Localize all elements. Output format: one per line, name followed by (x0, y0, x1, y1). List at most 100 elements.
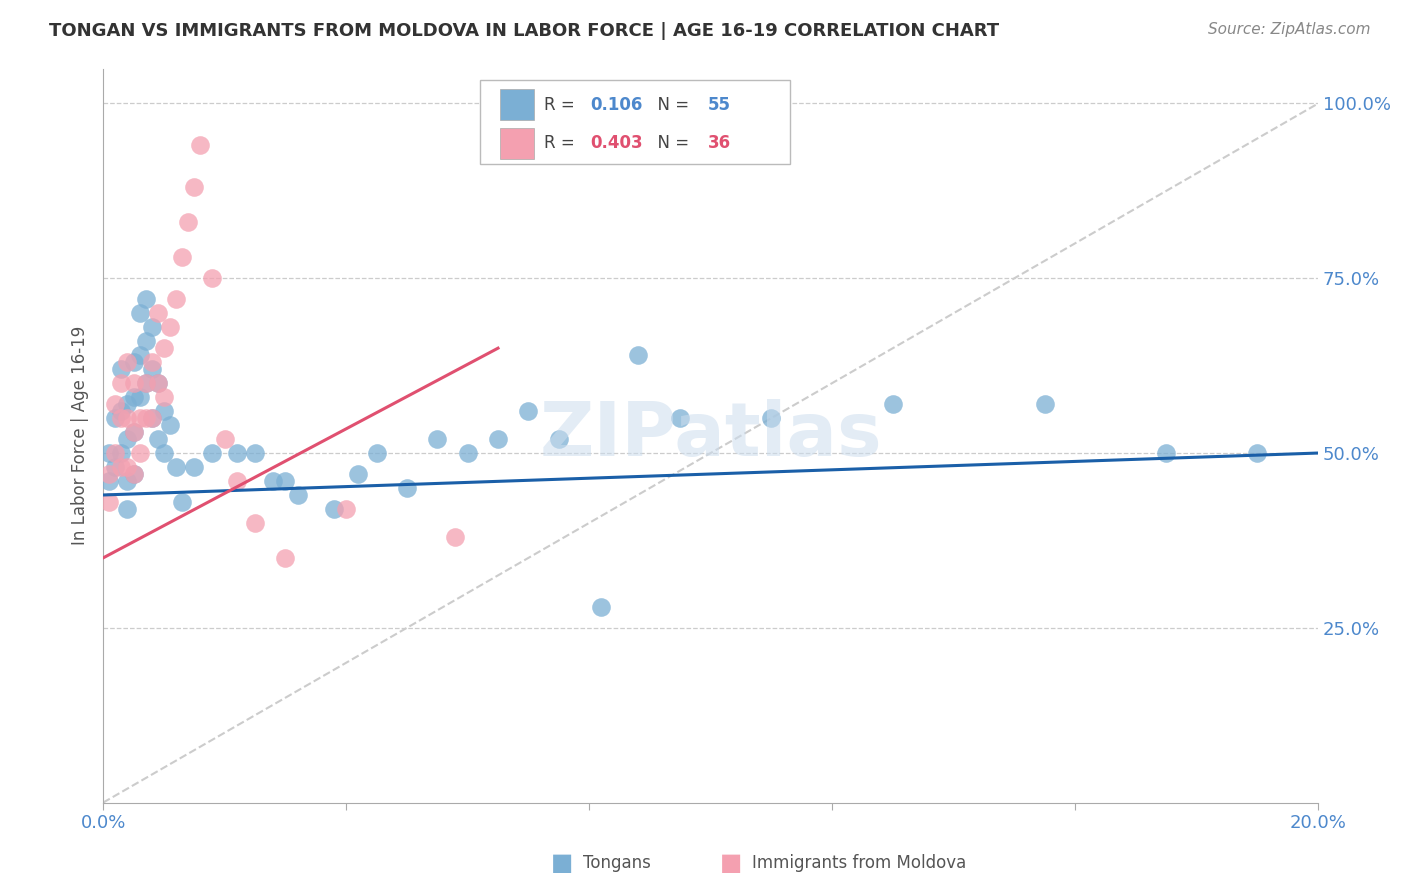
Point (117, 397, 139, 411)
Text: 0.106: 0.106 (591, 95, 643, 114)
Point (177, 215, 200, 229)
Point (517, 404, 540, 418)
Point (110, 411, 132, 425)
Point (104, 460, 127, 475)
FancyBboxPatch shape (479, 79, 790, 164)
Point (165, 292, 187, 306)
Point (98, 467, 121, 481)
Point (128, 411, 150, 425)
Point (146, 376, 169, 391)
Point (128, 306, 150, 320)
Text: ■: ■ (720, 852, 742, 875)
Point (128, 348, 150, 362)
FancyBboxPatch shape (501, 89, 534, 120)
Point (135, 376, 157, 391)
Point (117, 474, 139, 488)
Point (135, 376, 157, 391)
Point (117, 460, 139, 475)
Text: ■: ■ (551, 852, 574, 875)
Point (426, 432, 449, 446)
Point (165, 460, 187, 475)
FancyBboxPatch shape (501, 128, 534, 159)
Point (146, 306, 169, 320)
Point (117, 411, 139, 425)
Text: 55: 55 (709, 95, 731, 114)
Point (335, 502, 357, 516)
Point (627, 348, 650, 362)
Text: N =: N = (647, 95, 695, 114)
Point (135, 411, 157, 425)
Point (201, 271, 224, 285)
Point (117, 502, 139, 516)
Point (159, 320, 181, 334)
Text: Source: ZipAtlas.com: Source: ZipAtlas.com (1208, 22, 1371, 37)
Point (98, 474, 121, 488)
Point (274, 550, 297, 565)
Point (1154, 446, 1177, 460)
Point (122, 467, 145, 481)
Point (262, 474, 284, 488)
Point (243, 446, 266, 460)
Point (141, 411, 163, 425)
Point (159, 418, 181, 433)
Point (141, 355, 163, 369)
Point (225, 446, 247, 460)
Point (146, 432, 169, 446)
Point (274, 474, 297, 488)
Text: 36: 36 (709, 135, 731, 153)
Point (98, 446, 121, 460)
Point (110, 460, 132, 475)
Point (117, 432, 139, 446)
Point (104, 411, 127, 425)
Point (395, 481, 418, 495)
Point (172, 250, 194, 264)
Point (153, 446, 176, 460)
Point (1033, 397, 1056, 411)
Text: TONGAN VS IMMIGRANTS FROM MOLDOVA IN LABOR FORCE | AGE 16-19 CORRELATION CHART: TONGAN VS IMMIGRANTS FROM MOLDOVA IN LAB… (49, 22, 1000, 40)
Point (128, 446, 150, 460)
Point (188, 138, 211, 153)
Point (122, 355, 145, 369)
Point (323, 502, 346, 516)
Point (547, 432, 569, 446)
Point (104, 397, 127, 411)
Point (153, 404, 176, 418)
Text: R =: R = (544, 135, 581, 153)
Point (183, 460, 205, 475)
Point (153, 390, 176, 404)
Point (117, 355, 139, 369)
Point (110, 362, 132, 376)
Y-axis label: In Labor Force | Age 16-19: In Labor Force | Age 16-19 (72, 326, 89, 545)
Point (122, 376, 145, 391)
Point (141, 411, 163, 425)
Point (146, 376, 169, 391)
Point (183, 180, 205, 194)
Point (141, 320, 163, 334)
Point (153, 341, 176, 355)
Point (172, 495, 194, 509)
Point (122, 467, 145, 481)
Point (122, 390, 145, 404)
Text: Tongans: Tongans (583, 855, 651, 872)
Point (669, 411, 692, 425)
Point (201, 446, 224, 460)
Text: 0.403: 0.403 (591, 135, 643, 153)
Point (1246, 446, 1268, 460)
Point (214, 432, 236, 446)
Point (122, 425, 145, 439)
Point (128, 390, 150, 404)
Point (110, 404, 132, 418)
Point (882, 397, 904, 411)
Point (287, 488, 309, 502)
Point (110, 376, 132, 391)
Point (122, 425, 145, 439)
Point (225, 474, 247, 488)
Point (457, 446, 479, 460)
Point (135, 334, 157, 348)
Text: Immigrants from Moldova: Immigrants from Moldova (752, 855, 966, 872)
Text: R =: R = (544, 95, 581, 114)
Text: ZIPatlas: ZIPatlas (540, 399, 882, 472)
Point (110, 446, 132, 460)
Point (486, 432, 509, 446)
Point (347, 467, 370, 481)
